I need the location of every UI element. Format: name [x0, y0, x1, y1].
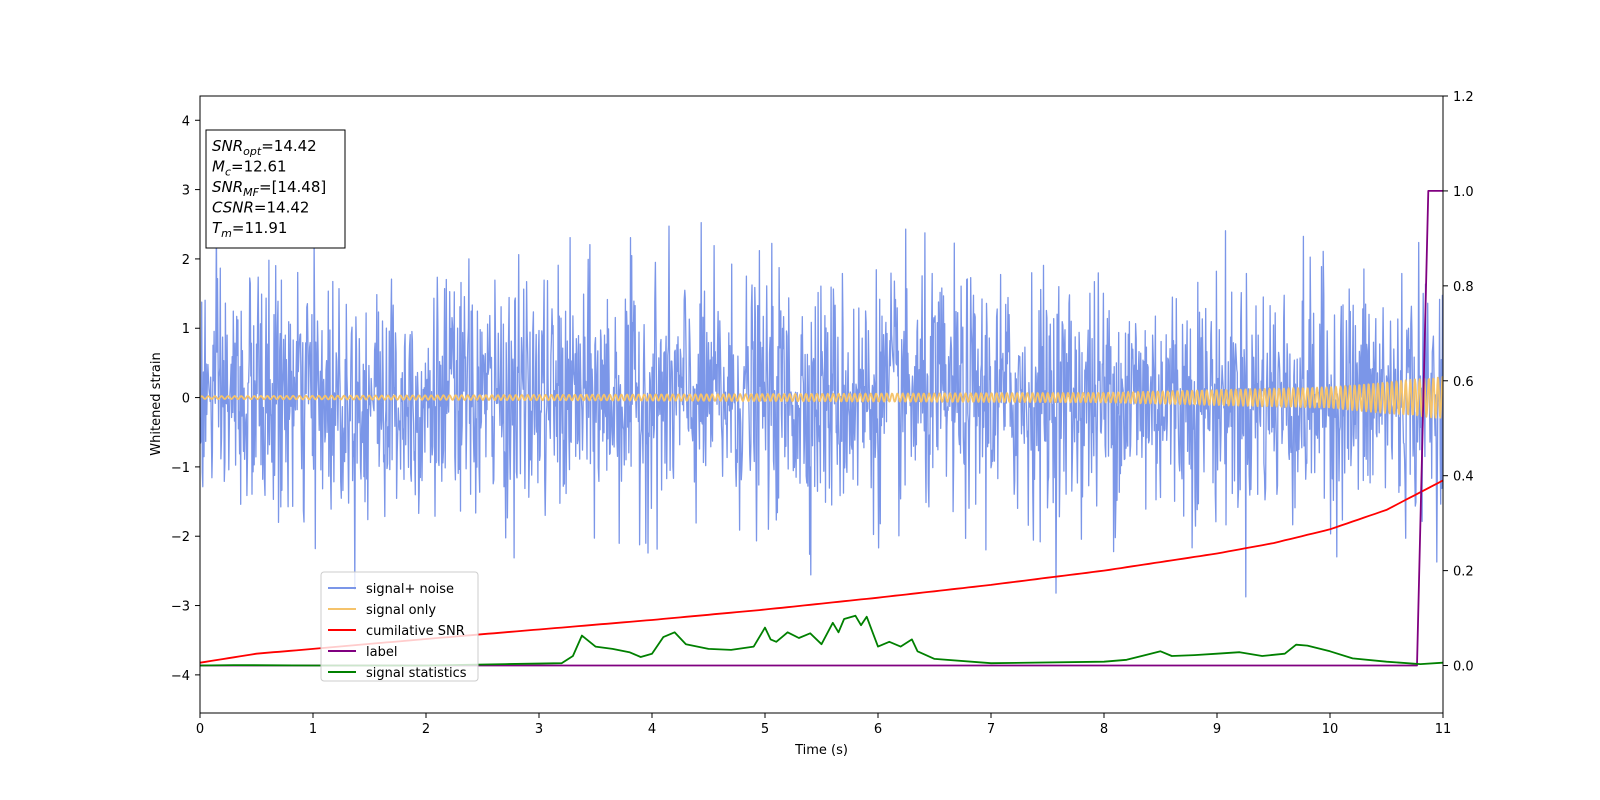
- x-tick-label: 2: [422, 722, 430, 737]
- annotation-symbol: CSNR: [212, 199, 254, 217]
- series-line-signal-noise: [200, 221, 1443, 598]
- series-line-label: [200, 190, 1443, 667]
- x-tick-label: 11: [1435, 722, 1452, 737]
- x-tick-label: 1: [309, 722, 317, 737]
- annotation-line: Mc=12.61: [212, 158, 287, 179]
- legend-label: label: [366, 645, 397, 660]
- x-tick-label: 4: [648, 722, 656, 737]
- x-axis: 0 1 2 3 4 5 6 7 8 9 10 11: [196, 713, 1451, 737]
- y2-tick-label: 0.4: [1453, 470, 1474, 485]
- x-axis-label: Time (s): [794, 743, 848, 758]
- annotation-value: =14.42: [261, 137, 317, 155]
- y-axis-right: 0.0 0.2 0.4 0.6 0.8 1.0 1.2: [1443, 90, 1474, 675]
- legend-label: signal+ noise: [366, 582, 454, 597]
- annotation-symbol: M: [212, 158, 225, 176]
- annotation-symbol: T: [212, 219, 223, 237]
- annotation-subscript: m: [221, 227, 232, 240]
- y2-tick-label: 1.2: [1453, 90, 1474, 105]
- series-line-signal-statistics: [200, 614, 1443, 667]
- y2-tick-label: 0.0: [1453, 660, 1474, 675]
- legend-frame: [320, 571, 479, 682]
- annotation-line: SNRopt=14.42: [212, 137, 317, 158]
- x-tick-label: 0: [196, 722, 204, 737]
- y2-tick-label: 0.2: [1453, 565, 1474, 580]
- x-tick-label: 3: [535, 722, 543, 737]
- plot-frame: [199, 95, 1444, 714]
- y-tick-label: −1: [171, 461, 190, 476]
- y-tick-label: 2: [182, 253, 190, 268]
- annotation-value: =11.91: [232, 219, 288, 237]
- y2-tick-label: 1.0: [1453, 185, 1474, 200]
- x-tick-label: 5: [761, 722, 769, 737]
- annotation-symbol: SNR: [212, 178, 243, 196]
- annotation-line: SNRMF=[14.48]: [212, 178, 326, 199]
- y-tick-label: −4: [171, 669, 190, 684]
- x-tick-label: 9: [1213, 722, 1221, 737]
- x-tick-label: 6: [874, 722, 882, 737]
- annotation-line: Tm=11.91: [212, 219, 287, 240]
- series-line-signal-only: [200, 376, 1443, 419]
- annotation-subscript: opt: [243, 145, 262, 158]
- legend-label: signal statistics: [366, 666, 467, 681]
- x-tick-label: 7: [987, 722, 995, 737]
- y-tick-label: 4: [182, 114, 190, 129]
- legend: signal+ noise signal only cumilative SNR la…: [320, 571, 479, 682]
- y-axis-left: −4 −3 −2 −1 0 1 2 3 4: [171, 114, 200, 684]
- y-axis-label: Whitened strain: [149, 352, 164, 455]
- legend-label: signal only: [366, 603, 436, 618]
- y-tick-label: 0: [182, 392, 190, 407]
- x-tick-label: 8: [1100, 722, 1108, 737]
- annotation-subscript: MF: [243, 186, 259, 199]
- metrics-annotation-box: SNRopt=14.42Mc=12.61SNRMF=[14.48]CSNR=14…: [205, 129, 346, 249]
- y-tick-label: 1: [182, 322, 190, 337]
- y2-tick-label: 0.6: [1453, 375, 1474, 390]
- legend-label: cumilative SNR: [366, 624, 465, 639]
- annotation-subscript: c: [225, 166, 231, 179]
- annotation-value: =12.61: [231, 158, 287, 176]
- annotation-symbol: SNR: [212, 137, 243, 155]
- annotation-line: CSNR=14.42: [212, 199, 309, 217]
- y2-tick-label: 0.8: [1453, 280, 1474, 295]
- x-tick-label: 10: [1322, 722, 1339, 737]
- y-tick-label: 3: [182, 184, 190, 199]
- annotation-frame: [205, 129, 346, 249]
- y-tick-label: −3: [171, 600, 190, 615]
- annotation-value: =14.42: [254, 199, 310, 217]
- annotation-value: =[14.48]: [259, 178, 326, 196]
- y-tick-label: −2: [171, 530, 190, 545]
